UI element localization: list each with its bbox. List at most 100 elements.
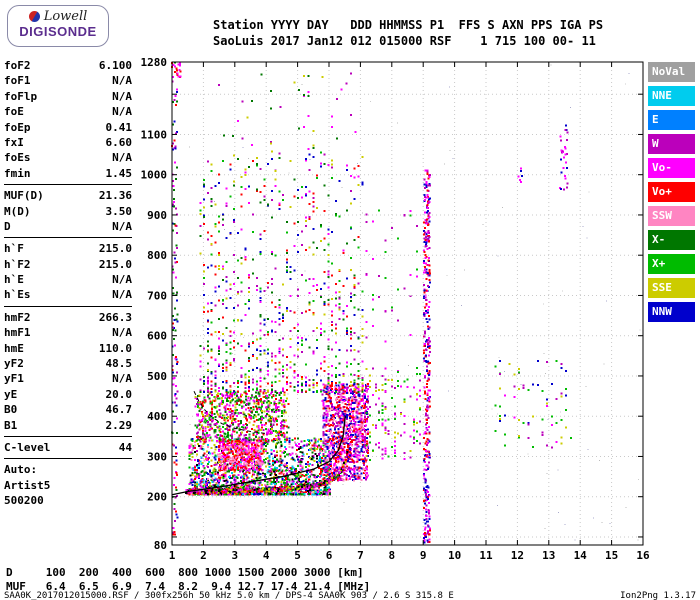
line-profile <box>171 416 346 496</box>
legend-item-noval: NoVal <box>648 62 695 82</box>
y-tick-label: 1100 <box>141 128 168 141</box>
separator <box>4 435 132 437</box>
cluster-dot-12mhz <box>517 167 523 183</box>
param-label: C-level <box>4 440 51 454</box>
param-value: 2.29 <box>105 418 133 432</box>
x-tick-label: 14 <box>574 549 588 562</box>
separator <box>4 184 132 186</box>
separator <box>4 305 132 307</box>
cluster-yellow-band <box>194 391 290 444</box>
param-row-he: h`E N/A <box>4 272 132 287</box>
param-value: N/A <box>112 151 132 165</box>
param-value: 1.45 <box>105 166 133 180</box>
param-label: h`F2 <box>4 257 31 271</box>
x-tick-label: 6 <box>326 549 333 562</box>
param-label: D <box>4 219 11 233</box>
x-tick-label: 11 <box>479 549 493 562</box>
param-value: 266.3 <box>98 310 132 324</box>
y-tick-label: 600 <box>147 330 167 343</box>
param-value: 44 <box>118 440 132 454</box>
muf-row: MUF 6.4 6.5 6.9 7.4 8.2 9.4 12.7 17.4 21… <box>6 580 371 593</box>
param-row-hmf2: hmF2 266.3 <box>4 310 132 325</box>
param-value: N/A <box>112 105 132 119</box>
station-header-line2: SaoLuis 2017 Jan12 012 015000 RSF 1 715 … <box>213 34 596 48</box>
x-tick-label: 4 <box>263 549 270 562</box>
param-label: foEs <box>4 151 31 165</box>
x-tick-label: 1 <box>169 549 176 562</box>
cluster-upper-mid-sparse <box>218 72 357 151</box>
legend-item-ssw: SSW <box>648 206 695 226</box>
param-label: h`Es <box>4 288 31 302</box>
cluster-top-left-red <box>171 62 182 79</box>
param-value: 215.0 <box>98 242 132 256</box>
globe-icon <box>28 11 40 22</box>
param-row-fof1: foF1 N/A <box>4 73 132 88</box>
cluster-magenta-blob <box>321 383 369 482</box>
param-row-auto: Auto: <box>4 462 132 477</box>
legend-item-nnw: NNW <box>648 302 695 322</box>
param-value: N/A <box>112 288 132 302</box>
legend-item-w: W <box>648 134 695 154</box>
param-label: h`E <box>4 273 24 287</box>
param-value: 110.0 <box>98 341 132 355</box>
cluster-spread-high <box>199 150 364 393</box>
x-tick-label: 2 <box>200 549 207 562</box>
param-row-fof2: foF2 6.100 <box>4 58 132 73</box>
cluster-right-high <box>558 124 569 191</box>
x-tick-label: 16 <box>636 549 650 562</box>
param-label: B1 <box>4 418 18 432</box>
param-label: yF1 <box>4 372 24 386</box>
legend-item-sse: SSE <box>648 278 695 298</box>
param-value: 3.50 <box>105 204 133 218</box>
param-row-foe: foE N/A <box>4 104 132 119</box>
param-value: N/A <box>112 89 132 103</box>
y-tick-label: 1280 <box>141 56 168 69</box>
parameter-panel: foF2 6.100 foF1 N/A foFlp N/A foE N/A foEp 0.41 fx… <box>4 58 132 509</box>
param-row-hf: h`F 215.0 <box>4 241 132 256</box>
param-value: 46.7 <box>105 403 133 417</box>
direction-legend: NoVal NNE E W Vo- Vo+ SSW X- X+ SSE NNW <box>648 62 695 326</box>
x-tick-label: 12 <box>511 549 524 562</box>
param-row-artist5: Artist5 <box>4 478 132 493</box>
legend-item-vo: Vo- <box>648 158 695 178</box>
legend-item-nne: NNE <box>648 86 695 106</box>
param-value: 6.100 <box>98 59 132 72</box>
param-row-ye: yE 20.0 <box>4 387 132 402</box>
param-label: fxI <box>4 135 24 149</box>
param-row-clevel: C-level 44 <box>4 440 132 455</box>
param-value: 215.0 <box>98 257 132 271</box>
param-label: B0 <box>4 403 18 417</box>
cluster-mid-right-sparse <box>365 366 422 461</box>
param-row-b0: B0 46.7 <box>4 402 132 417</box>
param-label: MUF(D) <box>4 189 44 203</box>
f-layer-trace <box>185 445 350 495</box>
param-label: Artist5 <box>4 478 51 492</box>
param-label: foE <box>4 105 24 119</box>
legend-item-x: X- <box>648 230 695 250</box>
param-label: Auto: <box>4 463 38 477</box>
param-row-md: M(D) 3.50 <box>4 204 132 219</box>
logo-top-row: Lowell <box>8 9 108 24</box>
param-value: 6.60 <box>105 135 133 149</box>
y-tick-label: 200 <box>147 491 167 504</box>
separator <box>4 237 132 239</box>
param-row-500200: 500200 <box>4 493 132 508</box>
param-value: N/A <box>112 372 132 386</box>
param-row-hme: hmE 110.0 <box>4 341 132 356</box>
param-label: M(D) <box>4 204 31 218</box>
param-value: N/A <box>112 74 132 88</box>
param-row-fmin: fmin 1.45 <box>4 166 132 181</box>
param-row-foep: foEp 0.41 <box>4 120 132 135</box>
legend-item-vo: Vo+ <box>648 182 695 202</box>
param-label: h`F <box>4 242 24 256</box>
axes-ticks <box>171 62 644 545</box>
logo-lowell-text: Lowell <box>43 9 88 24</box>
param-label: fmin <box>4 166 31 180</box>
logo-digisonde-text: DIGISONDE <box>19 24 97 39</box>
param-value: N/A <box>112 326 132 340</box>
cluster-mid-high-sparse <box>365 209 418 343</box>
grid <box>172 62 643 545</box>
param-row-yf2: yF2 48.5 <box>4 356 132 371</box>
x-tick-label: 5 <box>294 549 301 562</box>
